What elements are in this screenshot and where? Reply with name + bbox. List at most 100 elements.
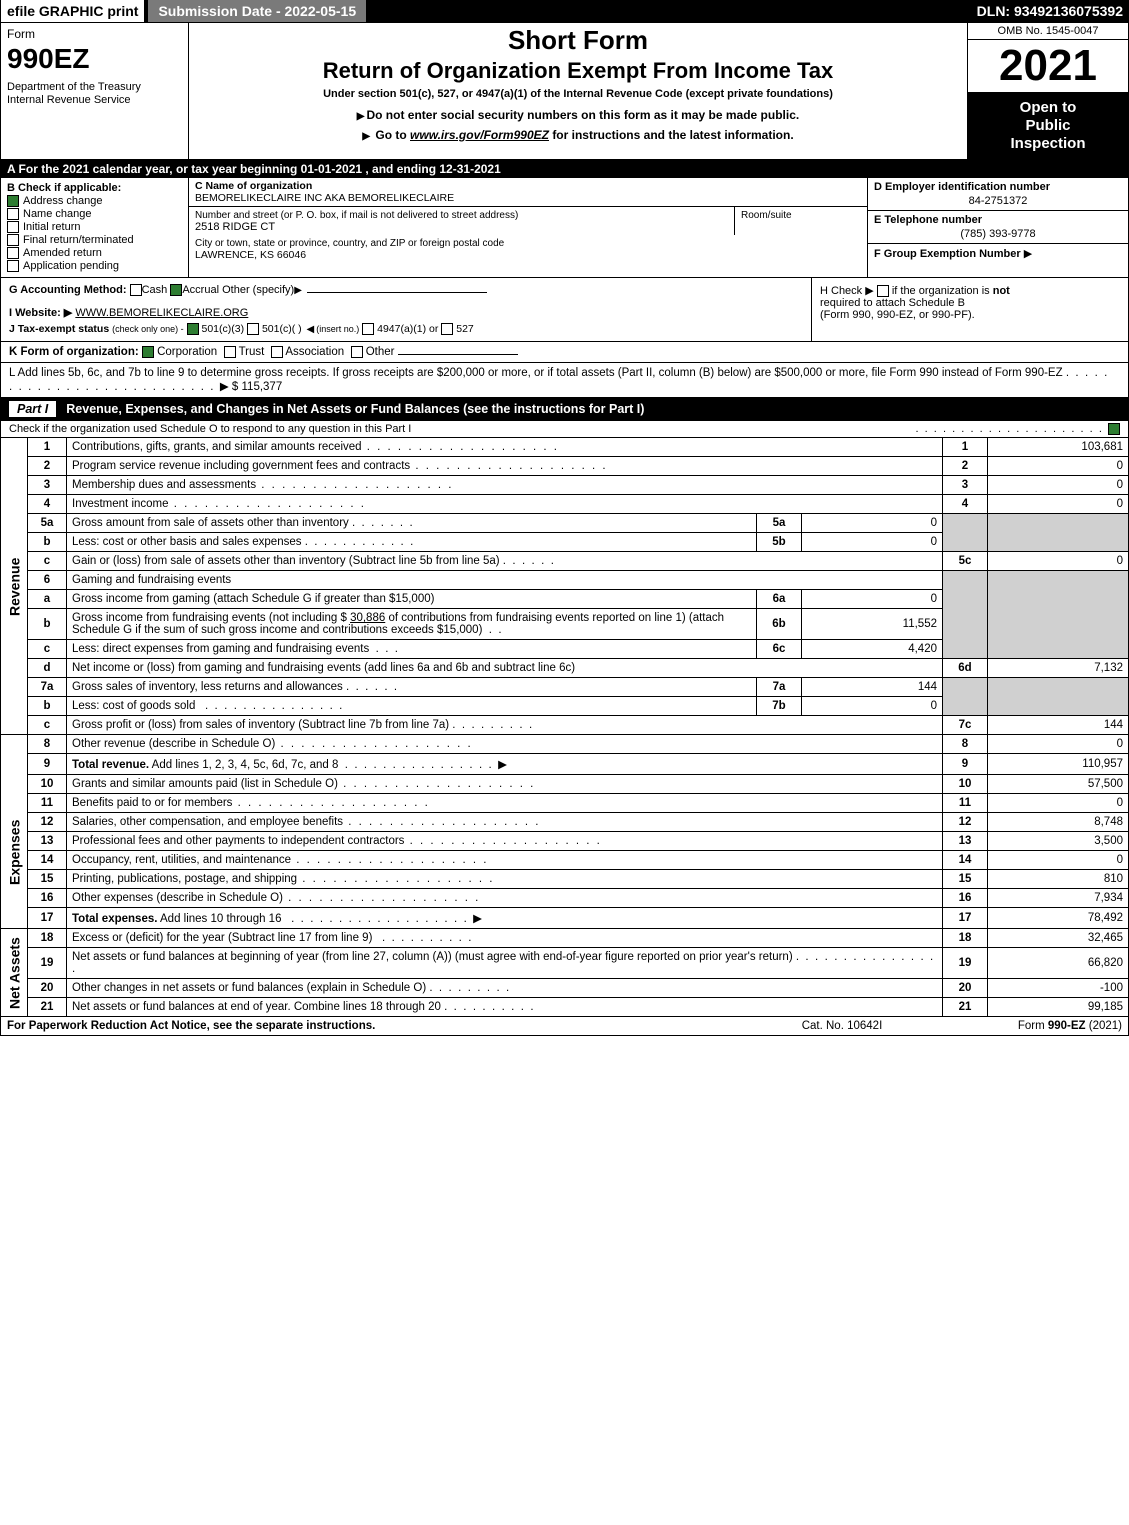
l-value: $ 115,377 xyxy=(232,381,282,393)
chk-application-pending[interactable]: Application pending xyxy=(7,260,182,272)
line-num: 12 xyxy=(28,813,67,832)
d-label: D Employer identification number xyxy=(874,181,1122,193)
line-rn: 12 xyxy=(943,813,988,832)
j-sub: (check only one) - xyxy=(112,324,184,334)
line-rv: 0 xyxy=(988,794,1129,813)
chk-amended-return[interactable]: Amended return xyxy=(7,247,182,259)
checkbox-icon xyxy=(7,208,19,220)
checkbox-icon[interactable] xyxy=(362,323,374,335)
line-desc: Gaming and fundraising events xyxy=(67,571,943,590)
line-subval: 0 xyxy=(802,590,943,609)
table-row: Net Assets 18 Excess or (deficit) for th… xyxy=(1,929,1129,948)
checkbox-icon[interactable] xyxy=(130,284,142,296)
line-rv: 8,748 xyxy=(988,813,1129,832)
d-ein: D Employer identification number 84-2751… xyxy=(868,178,1128,211)
shaded-cell xyxy=(988,678,1129,716)
line-subnum: 5b xyxy=(757,533,802,552)
checkbox-icon[interactable] xyxy=(441,323,453,335)
checkbox-icon[interactable] xyxy=(271,346,283,358)
line-subnum: 5a xyxy=(757,514,802,533)
table-row: 17 Total expenses. Add lines 10 through … xyxy=(1,908,1129,929)
line-rv: -100 xyxy=(988,979,1129,998)
efile-print[interactable]: efile GRAPHIC print xyxy=(0,0,145,23)
h-text4: required to attach Schedule B xyxy=(820,297,965,309)
f-label: F Group Exemption Number xyxy=(874,248,1021,260)
chk-address-change[interactable]: Address change xyxy=(7,195,182,207)
table-row: d Net income or (loss) from gaming and f… xyxy=(1,659,1129,678)
k-corp: Corporation xyxy=(157,346,217,358)
instr2-rest: for instructions and the latest informat… xyxy=(552,128,793,142)
checkbox-icon[interactable] xyxy=(351,346,363,358)
checkbox-icon[interactable] xyxy=(142,346,154,358)
line-desc: Contributions, gifts, grants, and simila… xyxy=(67,438,943,457)
chk-name-change[interactable]: Name change xyxy=(7,208,182,220)
line-desc: Benefits paid to or for members xyxy=(67,794,943,813)
chk-initial-return[interactable]: Initial return xyxy=(7,221,182,233)
k-label: K Form of organization: xyxy=(9,346,139,358)
k-other-input[interactable] xyxy=(398,354,518,355)
line-num: 17 xyxy=(28,908,67,929)
line-num: 13 xyxy=(28,832,67,851)
part1-header: Part I Revenue, Expenses, and Changes in… xyxy=(0,398,1129,421)
shaded-cell xyxy=(988,514,1129,552)
line-rv: 7,934 xyxy=(988,889,1129,908)
table-row: Revenue 1 Contributions, gifts, grants, … xyxy=(1,438,1129,457)
line-desc: Gain or (loss) from sale of assets other… xyxy=(67,552,943,571)
checkbox-icon[interactable] xyxy=(877,285,889,297)
i-website: I Website: ▶ WWW.BEMORELIKECLAIRE.ORG xyxy=(9,306,803,319)
table-row: 21 Net assets or fund balances at end of… xyxy=(1,998,1129,1017)
c-name-label: C Name of organization xyxy=(195,180,312,192)
dept-treasury: Department of the Treasury xyxy=(7,81,182,94)
line-rn: 13 xyxy=(943,832,988,851)
c-street-value: 2518 RIDGE CT xyxy=(195,221,275,233)
line-rv: 3,500 xyxy=(988,832,1129,851)
table-row: 15 Printing, publications, postage, and … xyxy=(1,870,1129,889)
footer-left: For Paperwork Reduction Act Notice, see … xyxy=(7,1020,742,1032)
h-text2: if the organization is xyxy=(892,285,990,297)
line-num: 7a xyxy=(28,678,67,697)
line-rn: 9 xyxy=(943,754,988,775)
line-rv: 0 xyxy=(988,495,1129,514)
k-other: Other xyxy=(366,346,395,358)
line-desc: Less: cost or other basis and sales expe… xyxy=(67,533,757,552)
line-desc: Net income or (loss) from gaming and fun… xyxy=(67,659,943,678)
line-num: 6 xyxy=(28,571,67,590)
checkbox-icon[interactable] xyxy=(247,323,259,335)
l-text: L Add lines 5b, 6c, and 7b to line 9 to … xyxy=(9,367,1063,379)
table-row: 4 Investment income 4 0 xyxy=(1,495,1129,514)
line-rn: 18 xyxy=(943,929,988,948)
i-value[interactable]: WWW.BEMORELIKECLAIRE.ORG xyxy=(75,307,248,319)
line-num: b xyxy=(28,533,67,552)
checkbox-icon[interactable] xyxy=(187,323,199,335)
g-accrual: Accrual xyxy=(182,284,219,296)
line-rn: 19 xyxy=(943,948,988,979)
line-num: b xyxy=(28,697,67,716)
irs-link[interactable]: www.irs.gov/Form990EZ xyxy=(410,128,549,142)
line-subnum: 6a xyxy=(757,590,802,609)
line-num: 20 xyxy=(28,979,67,998)
line-rn: 7c xyxy=(943,716,988,735)
checkbox-icon[interactable] xyxy=(170,284,182,296)
return-title: Return of Organization Exempt From Incom… xyxy=(195,58,961,84)
chk-label: Amended return xyxy=(23,247,102,259)
g-other-input[interactable] xyxy=(307,292,487,293)
chk-label: Final return/terminated xyxy=(23,234,134,246)
line-num: 16 xyxy=(28,889,67,908)
chk-label: Application pending xyxy=(23,260,119,272)
line-rn: 15 xyxy=(943,870,988,889)
checkbox-icon[interactable] xyxy=(224,346,236,358)
topbar: efile GRAPHIC print Submission Date - 20… xyxy=(0,0,1129,22)
e-label: E Telephone number xyxy=(874,214,1122,226)
checkbox-icon[interactable] xyxy=(1108,423,1120,435)
c-street-row: Number and street (or P. O. box, if mail… xyxy=(189,207,867,235)
line-desc: Membership dues and assessments xyxy=(67,476,943,495)
omb-number: OMB No. 1545-0047 xyxy=(968,23,1128,40)
line-rv: 110,957 xyxy=(988,754,1129,775)
table-row: 8 Other revenue (describe in Schedule O)… xyxy=(1,735,1129,754)
line-rn: 11 xyxy=(943,794,988,813)
chk-final-return[interactable]: Final return/terminated xyxy=(7,234,182,246)
line-rv: 810 xyxy=(988,870,1129,889)
footer-catno: Cat. No. 10642I xyxy=(742,1020,942,1032)
line-desc: Other revenue (describe in Schedule O) xyxy=(67,735,943,754)
line-rn: 8 xyxy=(943,735,988,754)
